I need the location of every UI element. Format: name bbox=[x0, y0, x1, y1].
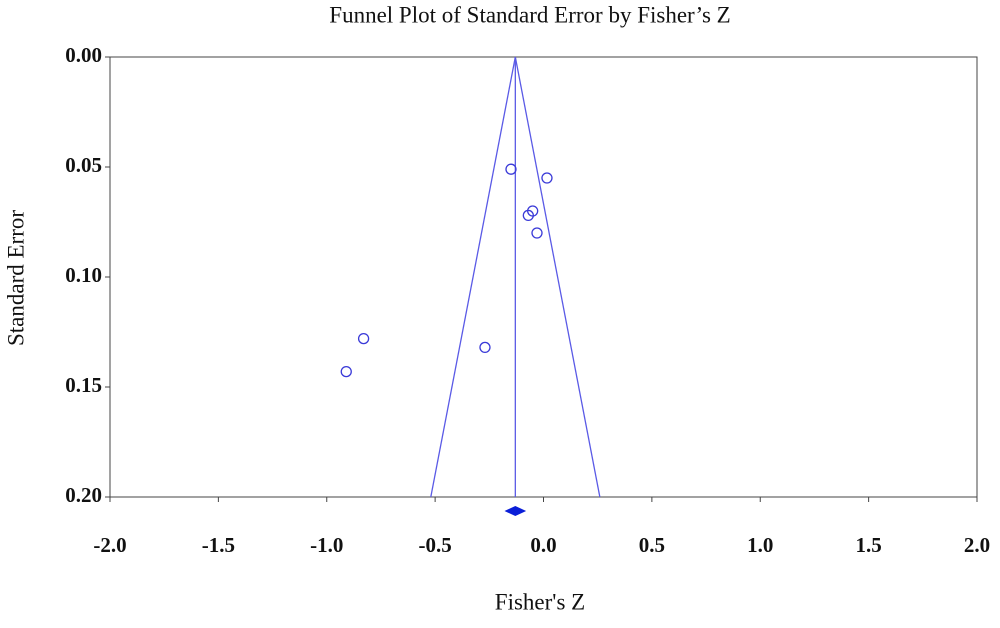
x-axis-title: Fisher's Z bbox=[495, 589, 585, 614]
mean-diamond bbox=[504, 506, 527, 516]
study-point bbox=[527, 205, 539, 217]
study-point bbox=[357, 332, 370, 345]
study-point bbox=[340, 365, 352, 378]
study-point bbox=[505, 163, 517, 175]
x-tick-label: -1.5 bbox=[202, 533, 235, 557]
study-point bbox=[541, 172, 553, 184]
x-tick-label: 0.0 bbox=[530, 533, 556, 557]
y-tick-label: 0.10 bbox=[65, 263, 102, 287]
plot-frame bbox=[109, 56, 978, 498]
y-tick-label: 0.20 bbox=[65, 483, 102, 507]
study-point bbox=[531, 227, 543, 239]
funnel-line bbox=[430, 56, 516, 498]
y-tick-label: 0.15 bbox=[65, 373, 102, 397]
x-tick-label: 1.0 bbox=[747, 533, 773, 557]
x-tick-label: -2.0 bbox=[93, 533, 126, 557]
x-tick-label: -1.0 bbox=[310, 533, 343, 557]
x-tick-label: 0.5 bbox=[639, 533, 665, 557]
x-tick-label: -0.5 bbox=[419, 533, 452, 557]
study-point bbox=[479, 341, 491, 354]
funnel-line bbox=[514, 56, 601, 498]
y-tick-label: 0.05 bbox=[65, 153, 102, 177]
y-tick-label: 0.00 bbox=[65, 43, 102, 67]
x-tick-label: 2.0 bbox=[964, 533, 990, 557]
x-tick-label: 1.5 bbox=[856, 533, 882, 557]
chart-title: Funnel Plot of Standard Error by Fisher’… bbox=[329, 2, 730, 27]
y-axis-title: Standard Error bbox=[3, 210, 28, 346]
